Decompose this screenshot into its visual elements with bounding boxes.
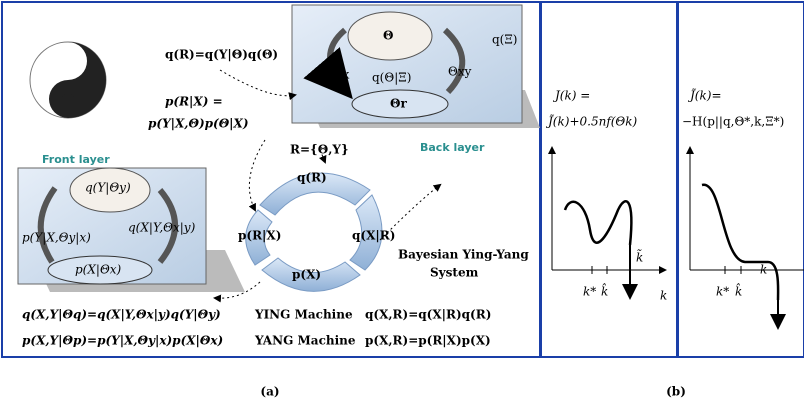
- ring-bottom: p(X): [292, 268, 321, 282]
- back-left: Θy|x: [322, 68, 350, 82]
- k-tilde: k̃: [636, 249, 643, 265]
- caption: (b): [666, 385, 686, 399]
- back-outside: q(Ξ): [492, 33, 518, 47]
- equation: p(X,Y|Θp)=p(Y|X,Θy|x)p(X|Θx): [22, 334, 223, 348]
- machine-name: YANG Machine: [254, 334, 356, 348]
- yin-yang: [30, 42, 106, 118]
- caption: (a): [260, 385, 279, 399]
- figure: q(R)=q(Y|Θ)q(Θ) p(R|X) = p(Y|X,Θ)p(Θ|X) …: [0, 0, 804, 411]
- objective: J̃(k)+0.5nf(Θk): [545, 113, 638, 128]
- right-plot: [690, 148, 804, 326]
- k-star: k*: [716, 285, 729, 299]
- ring-left: p(R|X): [238, 229, 281, 243]
- objective: J̃(k)=: [687, 87, 722, 102]
- k-star: k*: [583, 285, 596, 299]
- objective: J(k) =: [552, 89, 590, 103]
- front-layer-title: Front layer: [42, 153, 110, 166]
- equation: q(X,Y|Θq)=q(X|Y,Θx|y)q(Y|Θy): [22, 308, 221, 322]
- front-left: p(Y|X,Θy|x): [22, 231, 91, 245]
- machine-name: YING Machine: [254, 308, 353, 322]
- posterior: p(R|X) =: [165, 95, 223, 109]
- system-name: Bayesian Ying-Yang: [398, 248, 529, 262]
- equation: p(X,R)=p(R|X)p(X): [365, 334, 491, 348]
- front-bottom: p(X|Θx): [75, 263, 122, 277]
- back-right: Θxy: [448, 65, 472, 79]
- back-bottom: Θr: [390, 97, 407, 111]
- k-tilde: k̃: [760, 261, 767, 277]
- back-layer-title: Back layer: [420, 141, 485, 154]
- k-hat: k̂: [735, 282, 742, 299]
- front-right: q(X|Y,Θx|y): [128, 221, 196, 235]
- back-center: q(Θ|Ξ): [372, 71, 411, 85]
- equations: q(X,Y|Θq)=q(X|Y,Θx|y)q(Y|Θy) YING Machine…: [22, 308, 491, 348]
- page: q(R)=q(Y|Θ)q(Θ) p(R|X) = p(Y|X,Θ)p(Θ|X) …: [0, 0, 804, 411]
- back-brain: Θ: [383, 29, 393, 43]
- back-layer-box: [292, 5, 540, 128]
- front-brain: q(Y|Θy): [85, 181, 131, 195]
- ring-top: q(R): [297, 171, 327, 185]
- joint-prior: q(R)=q(Y|Θ)q(Θ): [165, 48, 278, 62]
- ring-right: q(X|R): [352, 229, 395, 243]
- equation: q(X,R)=q(X|R)q(R): [365, 308, 491, 322]
- objective: −H(p||q,Θ*,k,Ξ*): [682, 115, 784, 129]
- left-plot: [552, 148, 665, 296]
- ring-definition: R={Θ,Y}: [290, 143, 349, 157]
- posterior: p(Y|X,Θ)p(Θ|X): [148, 117, 249, 131]
- k-hat: k̂: [601, 282, 608, 299]
- axis-label: k: [660, 289, 667, 303]
- system-name: System: [430, 266, 479, 280]
